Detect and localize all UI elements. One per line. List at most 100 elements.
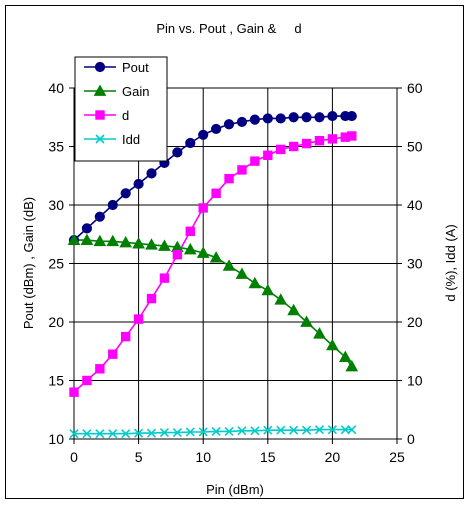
right-y-tick-label: 30: [407, 256, 423, 272]
legend-d-label: d: [122, 108, 129, 123]
x-tick-label: 15: [260, 449, 276, 465]
d-data-point: [288, 141, 299, 152]
d-data-point: [133, 314, 144, 324]
pout-data-point: [236, 116, 248, 128]
pout-data-point: [211, 123, 222, 135]
d-data-point: [95, 364, 105, 374]
idd-data-point: [314, 425, 325, 435]
idd-data-point: [211, 426, 221, 436]
chart-title: Pin vs. Pout , Gain & d: [156, 21, 301, 36]
pout-data-point: [146, 168, 157, 179]
gain-data-point: [345, 359, 359, 372]
gain-data-point: [67, 233, 81, 245]
d-data-point: [224, 173, 234, 184]
gain-data-point: [119, 235, 133, 248]
pout-data-point: [198, 129, 209, 140]
d-data-point: [301, 138, 312, 149]
pout-data-point: [94, 211, 105, 222]
d-data-point: [250, 156, 260, 166]
d-data-point: [82, 375, 92, 386]
gain-data-point: [274, 293, 288, 305]
d-data-point: [185, 226, 195, 237]
d-data-point: [276, 144, 286, 155]
idd-data-point: [237, 426, 247, 436]
legend-d-marker: [95, 110, 105, 120]
gain-data-point: [106, 234, 120, 247]
gain-data-point: [145, 238, 158, 250]
d-data-point: [172, 250, 183, 260]
pout-data-point: [301, 112, 312, 123]
left-y-tick-label: 40: [48, 80, 64, 96]
legend-gain-label: Gain: [122, 84, 149, 99]
gain-data-point: [248, 276, 262, 289]
left-y-tick-label: 25: [48, 256, 64, 272]
left-y-tick-label: 15: [48, 373, 64, 389]
gain-data-point: [313, 327, 326, 339]
idd-data-point: [159, 427, 170, 438]
right-y-tick-label: 60: [407, 80, 423, 96]
gain-data-point: [209, 251, 223, 263]
gain-data-point: [287, 303, 300, 316]
gain-data-point: [80, 233, 94, 245]
gain-data-point: [93, 234, 107, 247]
idd-data-point: [301, 425, 312, 435]
pout-data-point: [185, 137, 196, 149]
x-tick-label: 0: [70, 449, 78, 465]
legend-box: [74, 56, 168, 162]
pout-data-point: [314, 112, 325, 123]
series-markers: [67, 110, 359, 439]
x-axis-ticks: 0 5 10 15 20 25: [70, 439, 405, 465]
idd-data-point: [69, 429, 79, 439]
left-y-tick-label: 35: [48, 139, 64, 155]
pout-data-point: [107, 199, 118, 211]
d-data-point: [120, 331, 131, 342]
idd-data-point: [172, 427, 182, 438]
idd-data-point: [250, 426, 260, 436]
idd-data-point: [121, 429, 131, 439]
gain-data-point: [196, 246, 210, 258]
idd-data-point: [134, 428, 144, 438]
idd-data-point: [276, 425, 286, 435]
left-y-axis-ticks: 10 15 20 25 30 35 40: [48, 80, 74, 447]
d-data-point: [263, 150, 273, 160]
pout-data-point: [120, 188, 131, 199]
pout-data-point: [133, 178, 144, 190]
x-tick-label: 25: [389, 449, 405, 465]
right-y-axis-label: d (%), Idd (A): [443, 224, 458, 301]
idd-data-point: [82, 429, 92, 439]
pout-data-point: [262, 113, 273, 124]
d-data-point: [198, 203, 208, 213]
gain-data-point: [158, 239, 171, 251]
legend-pout-label: Pout: [122, 60, 149, 75]
idd-data-point: [146, 428, 157, 438]
idd-data-point: [289, 425, 299, 435]
d-data-point: [211, 188, 221, 199]
right-y-tick-label: 10: [407, 373, 423, 389]
gain-data-point: [183, 242, 197, 255]
left-y-tick-label: 30: [48, 197, 64, 213]
pout-data-point: [172, 147, 183, 158]
gain-data-point: [132, 237, 145, 249]
gain-data-point: [326, 338, 339, 351]
d-data-point: [69, 387, 79, 397]
right-y-tick-label: 0: [407, 431, 415, 447]
gain-data-point: [235, 267, 249, 279]
x-tick-label: 5: [135, 449, 143, 465]
x-tick-label: 20: [325, 449, 341, 465]
d-data-point: [237, 165, 247, 175]
right-y-tick-label: 20: [407, 314, 423, 330]
legend-idd-label: Idd: [122, 132, 140, 147]
left-y-tick-label: 20: [48, 314, 64, 330]
x-axis-label: Pin (dBm): [206, 482, 264, 497]
d-data-point: [314, 135, 325, 146]
legend-idd-marker: [95, 134, 105, 144]
gain-data-point: [300, 315, 313, 327]
grid-lines: [74, 88, 397, 439]
pout-data-point: [288, 112, 299, 123]
pout-data-point: [327, 110, 338, 122]
pout-data-point: [346, 110, 357, 122]
idd-data-point: [224, 426, 234, 436]
legend-gain-marker: [93, 84, 107, 96]
pout-data-point: [249, 114, 260, 125]
